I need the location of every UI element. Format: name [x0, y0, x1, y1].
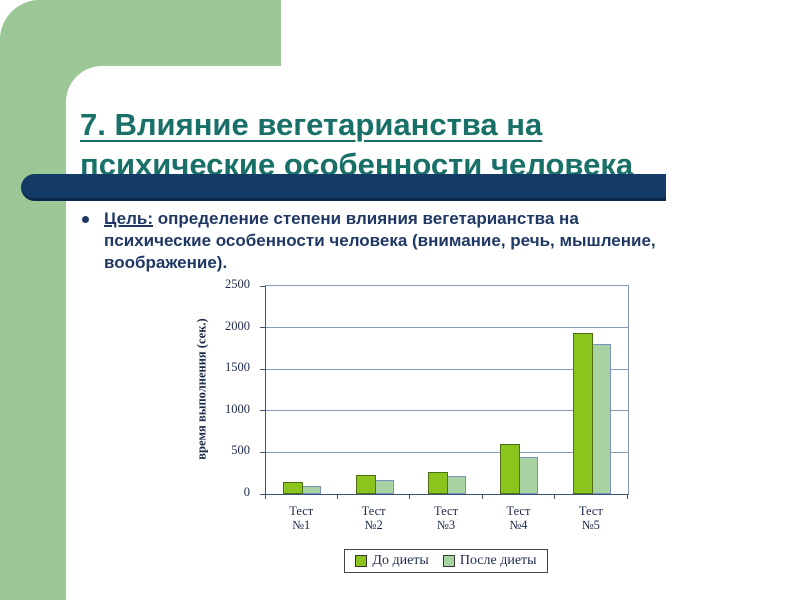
bar-series1 [355, 475, 376, 494]
x-tick-label: Тест №4 [482, 504, 554, 532]
legend-swatch [442, 555, 455, 567]
bullet-label: Цель: [104, 209, 153, 228]
y-tick-mark [260, 285, 266, 287]
x-tick-mark [409, 494, 411, 499]
chart-legend: До диеты После диеты [344, 549, 548, 573]
bars-row [266, 286, 628, 494]
bar-series2 [518, 456, 539, 494]
gridline [266, 410, 628, 412]
y-tick-mark [260, 327, 266, 329]
bar-group [266, 286, 338, 494]
x-tick-mark [554, 494, 556, 499]
legend-label: После диеты [459, 553, 537, 568]
bar-series1 [283, 482, 304, 494]
bar-group [338, 286, 410, 494]
bar-series1 [428, 472, 449, 494]
y-tick-mark [260, 451, 266, 453]
bullet-text: Цель: определение степени влияния вегета… [104, 208, 656, 274]
x-tick-mark [626, 494, 628, 499]
bar-group [411, 286, 483, 494]
bullet-line1: определение степени влияния вегетарианст… [153, 209, 579, 228]
x-tick-mark [336, 494, 338, 499]
x-tick-label: Тест №5 [555, 504, 627, 532]
gridline [266, 327, 628, 329]
y-tick-mark [260, 368, 266, 370]
bullet-item: Цель: определение степени влияния вегета… [82, 208, 772, 274]
y-tick-label: 1500 [225, 360, 250, 375]
bar-series2 [301, 486, 322, 494]
legend-label: До диеты [372, 553, 429, 568]
x-tick-label: Тест №3 [410, 504, 482, 532]
gridline [266, 368, 628, 370]
bullet-marker [82, 216, 89, 223]
x-axis-ticks [264, 494, 628, 499]
x-tick-label: Тест №1 [265, 504, 337, 532]
legend-item: После диеты [442, 553, 537, 569]
left-green-panel [0, 0, 66, 600]
x-tick-label-text: Тест №3 [434, 504, 459, 532]
y-tick-label: 1000 [225, 401, 250, 416]
plot-area [260, 285, 629, 495]
bar-series1 [500, 444, 521, 494]
x-tick-mark [481, 494, 483, 499]
bar-group [556, 286, 628, 494]
y-tick-label: 0 [243, 485, 250, 499]
chart: время выполнения (сек.) 0 500 1000 1500 2000… [190, 277, 635, 583]
y-tick-mark [260, 493, 266, 495]
y-tick-label: 500 [231, 443, 250, 458]
x-tick-label-text: Тест №2 [361, 504, 386, 532]
legend-row: До диеты После диеты [265, 549, 627, 573]
y-axis-labels: 0 500 1000 1500 2000 2500 [190, 277, 258, 499]
y-tick-mark [260, 410, 266, 412]
legend-item: До диеты [355, 553, 429, 569]
title-accent-bar [21, 174, 666, 201]
x-tick-mark [264, 494, 266, 499]
x-tick-label-text: Тест №5 [578, 504, 603, 532]
y-tick-label: 2000 [225, 318, 250, 333]
bullet-line3: воображение). [104, 253, 228, 272]
x-tick-label-text: Тест №4 [506, 504, 531, 532]
page-title: 7. Влияние вегетарианства на психические… [80, 105, 760, 185]
x-axis-labels: Тест №1 Тест №2 Тест №3 Тест №4 Тест №5 [265, 504, 627, 532]
bar-series1 [572, 333, 593, 494]
page-title-line1: 7. Влияние вегетарианства на [80, 106, 543, 142]
legend-swatch [355, 555, 368, 567]
bullet-line2: психические особенности человека (вниман… [104, 231, 656, 250]
gridline [266, 451, 628, 453]
bar-series2 [373, 479, 394, 494]
bar-series2 [590, 344, 611, 494]
x-tick-label: Тест №2 [337, 504, 409, 532]
y-tick-label: 2500 [225, 277, 250, 291]
x-tick-label-text: Тест №1 [289, 504, 314, 532]
bar-series2 [446, 475, 467, 494]
bar-group [483, 286, 555, 494]
